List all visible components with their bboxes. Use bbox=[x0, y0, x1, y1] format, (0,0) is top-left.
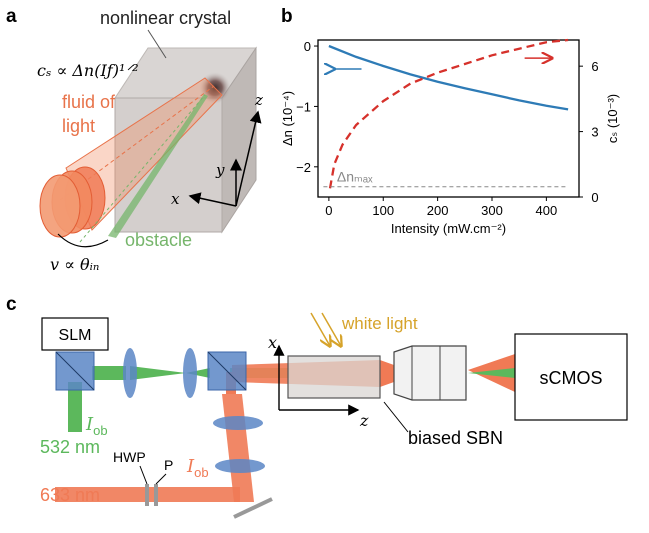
mirror bbox=[233, 497, 273, 519]
lens-3 bbox=[213, 416, 263, 430]
y-left-tick-label: 0 bbox=[304, 39, 311, 54]
axis-c-z-label: z bbox=[359, 411, 369, 430]
y-left-axis-label: Δn (10⁻⁴) bbox=[280, 91, 295, 146]
fluid-beam bbox=[39, 77, 223, 238]
hwp-label: HWP bbox=[113, 449, 146, 465]
delta-n-max-annotation: Δnₘₐₓ bbox=[337, 169, 373, 185]
panel-b-letter: b bbox=[281, 6, 293, 27]
angle-arc bbox=[57, 233, 109, 248]
sbn-label: biased SBN bbox=[408, 428, 503, 448]
axis-x-label: x bbox=[171, 190, 180, 208]
panel-a: a x y z bbox=[6, 6, 263, 274]
lens-2 bbox=[183, 348, 197, 398]
panel-c: c SLM HWP P bbox=[6, 294, 628, 519]
red-beam-label: Iob bbox=[186, 456, 209, 480]
axes-triad: x y z bbox=[171, 91, 263, 208]
p-label: P bbox=[164, 457, 173, 473]
sbn-leader-line bbox=[383, 401, 409, 433]
velocity-equation: v ∝ θᵢₙ bbox=[50, 255, 99, 274]
x-axis-label: Intensity (mW.cm⁻²) bbox=[391, 221, 506, 236]
green-beam-focus bbox=[130, 366, 186, 380]
y-right-axis-label: cₛ (10⁻³) bbox=[605, 94, 620, 143]
green-beam-label: Iob bbox=[85, 414, 108, 438]
hwp bbox=[145, 484, 149, 506]
sbn-crystal bbox=[287, 355, 381, 399]
panel-b: b 0 100 200 300 400 0 −1 −2 0 3 6 Intensity (mW.cm⁻… bbox=[280, 6, 620, 236]
white-light-arrow-2 bbox=[321, 312, 341, 346]
axis-y-label: y bbox=[215, 161, 225, 179]
axis-c-x-label: x bbox=[268, 333, 277, 352]
beam-splitter-right bbox=[207, 351, 247, 391]
red-wavelength-label: 633 nm bbox=[40, 485, 100, 505]
panel-c-letter: c bbox=[6, 294, 17, 315]
white-light-arrow-1 bbox=[310, 312, 330, 346]
series-line-1 bbox=[328, 38, 569, 189]
polarizer bbox=[154, 484, 158, 506]
axes-c: x z bbox=[268, 333, 369, 430]
green-wavelength-label: 532 nm bbox=[40, 437, 100, 457]
lens-4 bbox=[215, 459, 265, 473]
y-left-tick-label: −1 bbox=[296, 99, 311, 114]
crystal-label: nonlinear crystal bbox=[100, 8, 231, 28]
white-light-label: white light bbox=[341, 314, 418, 333]
y-left-tick-label: −2 bbox=[296, 160, 311, 175]
green-beam-imaging bbox=[468, 368, 515, 378]
scmos-label: sCMOS bbox=[540, 368, 603, 388]
plot-frame bbox=[317, 39, 580, 198]
y-right-tick-label: 6 bbox=[591, 59, 598, 74]
x-tick-label: 300 bbox=[481, 203, 503, 218]
green-beam-vertical bbox=[68, 382, 82, 432]
fluid-label-1: fluid of bbox=[62, 92, 116, 112]
panel-a-letter: a bbox=[6, 6, 17, 27]
red-beam-exit bbox=[380, 360, 394, 387]
slm-box bbox=[41, 317, 109, 351]
green-beam-horizontal bbox=[92, 366, 126, 380]
chart: 0 100 200 300 400 0 −1 −2 0 3 6 Intensity (mW.cm⁻²)… bbox=[280, 38, 620, 236]
slm-label: SLM bbox=[59, 327, 92, 344]
axis-z-label: z bbox=[254, 91, 263, 109]
red-beam-vertical bbox=[222, 394, 254, 502]
obstacle-label: obstacle bbox=[125, 230, 192, 250]
beam-splitter-left bbox=[55, 351, 95, 391]
series-line-0 bbox=[328, 44, 569, 111]
lens-1 bbox=[123, 348, 137, 398]
x-tick-label: 200 bbox=[427, 203, 449, 218]
obstacle-beam bbox=[79, 94, 208, 243]
y-right-tick-label: 0 bbox=[591, 190, 598, 205]
crystal-leader-line bbox=[147, 29, 167, 59]
crystal-cube bbox=[114, 46, 257, 234]
x-tick-label: 400 bbox=[536, 203, 558, 218]
scmos-box bbox=[514, 333, 628, 421]
sound-speed-equation: cₛ ∝ Δn(Iƒ)¹ᐟ² bbox=[37, 61, 139, 80]
fluid-label-2: light bbox=[62, 116, 95, 136]
green-beam-expand bbox=[186, 368, 210, 378]
x-tick-label: 0 bbox=[325, 203, 332, 218]
y-right-tick-label: 3 bbox=[591, 125, 598, 140]
x-tick-label: 100 bbox=[372, 203, 394, 218]
objective bbox=[393, 345, 467, 401]
